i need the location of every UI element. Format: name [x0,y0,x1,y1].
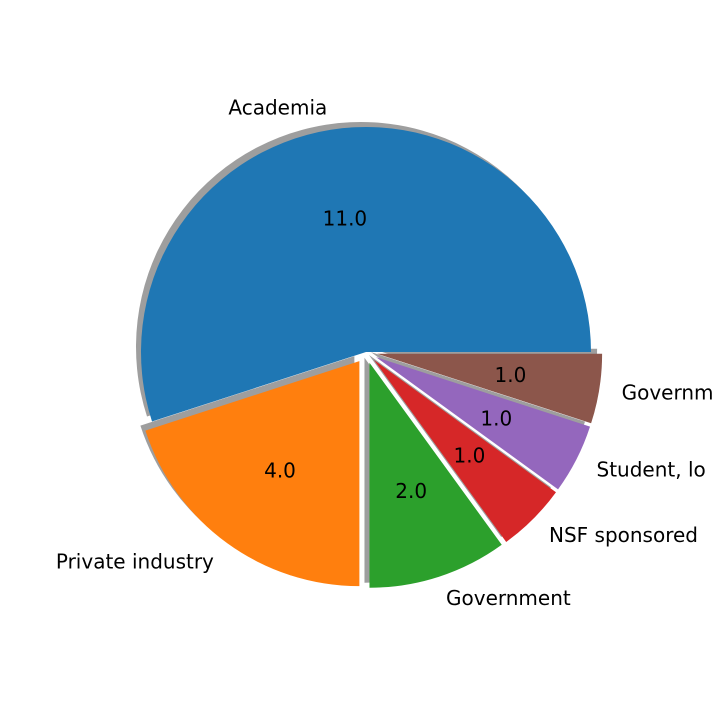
slice-value-label-government: 2.0 [395,479,427,503]
slice-category-label-government: Government [446,586,571,610]
pie-slices [141,127,603,588]
slice-value-label-nsf-sponsored: 1.0 [453,443,485,467]
pie-slice-governm [377,353,603,424]
slice-category-label-nsf-sponsored: NSF sponsored [549,523,698,547]
slice-category-label-student-lo: Student, lo [597,458,706,482]
pie-slice-government [369,362,502,588]
slice-category-label-governm: Governm [622,381,714,405]
pie-slice-academia [141,127,591,422]
slice-labels: 11.0 Academia 4.0 Private industry 2.0 Govern… [56,96,714,611]
pie-slice-private-industry [145,361,360,587]
pie-slice-nsf-sponsored [373,359,556,542]
slice-value-label-private-industry: 4.0 [264,458,296,482]
slice-value-label-academia: 11.0 [323,207,368,231]
pie-slice-student-lo [376,357,591,490]
slice-value-label-governm: 1.0 [494,363,526,387]
slice-category-label-academia: Academia [228,96,327,120]
slice-category-label-private-industry: Private industry [56,549,214,573]
slice-value-label-student-lo: 1.0 [480,406,512,430]
